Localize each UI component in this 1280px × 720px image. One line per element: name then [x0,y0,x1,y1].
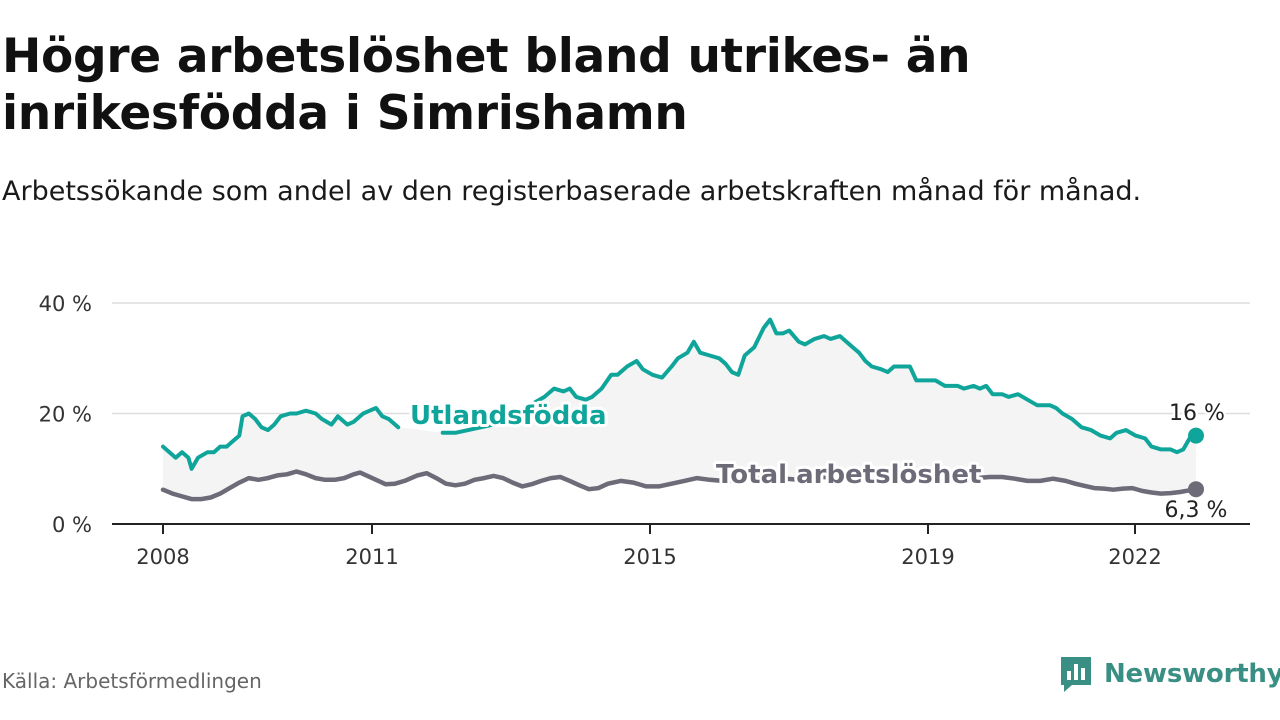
y-tick-label: 40 % [39,292,92,316]
area-between-series [163,319,1196,500]
chart-subtitle: Arbetssökande som andel av den registerb… [2,176,1142,207]
x-tick-label: 2015 [623,545,676,569]
series-label-total: Total arbetslöshet [716,460,981,490]
x-tick-label: 2011 [345,545,398,569]
series-label-utlandsfodda: Utlandsfödda [410,401,607,431]
x-tick-label: 2022 [1108,545,1161,569]
series-line-total [160,469,1199,502]
source-note: Källa: Arbetsförmedlingen [2,669,262,693]
end-value-total: 6,3 % [1165,498,1228,523]
y-tick-label: 0 % [52,513,92,537]
end-value-total-halo: 6,3 % [1165,498,1228,523]
series-label-utlandsfodda-halo: Utlandsfödda [410,401,607,431]
end-marker-utlandsfodda [1188,427,1204,444]
x-tick-label: 2008 [136,545,189,569]
brand-name: Newsworthy [1104,659,1280,689]
area-fill [163,319,1196,500]
line-chart: 0 % 20 % 40 % 2008 2011 2015 2019 2022 Utlands… [39,292,1250,569]
end-value-utlandsfodda-halo: 16 % [1169,401,1225,426]
series-label-total-halo: Total arbetslöshet [716,460,981,490]
x-tick-label: 2019 [901,545,954,569]
y-tick-label: 20 % [39,403,92,427]
chart-title: Högre arbetslöshet bland utrikes- än inr… [2,29,971,141]
series-lines [160,317,1204,502]
end-value-utlandsfodda: 16 % [1169,401,1225,426]
x-axis: 2008 2011 2015 2019 2022 [112,523,1250,569]
end-marker-total [1188,481,1204,498]
brand-logo[interactable]: Newsworthy [1058,652,1280,696]
newsworthy-logo-icon [1061,657,1091,692]
series-line-utlandsfodda [161,317,1198,471]
